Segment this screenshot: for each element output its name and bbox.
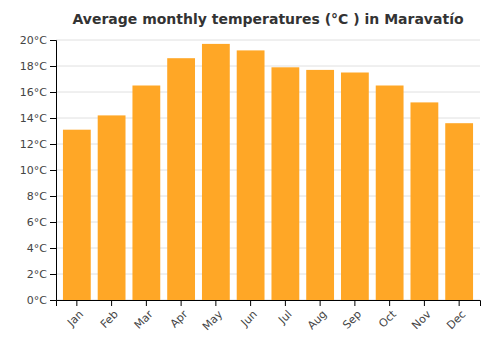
y-tick: 20°C xyxy=(20,34,56,47)
y-tick-mark xyxy=(50,144,56,145)
x-tick-mark xyxy=(111,300,112,306)
y-tick-mark xyxy=(50,274,56,275)
y-axis: 0°C 2°C 4°C 6°C 8°C 10°C 12°C 14°C 16°C 18°C 20°C xyxy=(20,34,57,307)
grid xyxy=(56,40,480,300)
x-tick-mark xyxy=(354,300,355,306)
y-tick-mark xyxy=(50,118,56,119)
y-tick-mark xyxy=(50,40,56,41)
bar xyxy=(202,44,230,300)
grid-line xyxy=(56,92,480,93)
x-tick-label: Mar xyxy=(132,308,156,332)
x-tick-label: Feb xyxy=(98,308,121,331)
x-tick-label: Dec xyxy=(444,308,468,332)
bar xyxy=(167,58,195,300)
y-tick-mark xyxy=(50,92,56,93)
x-tick-mark xyxy=(250,300,251,306)
x-tick-label: Jan xyxy=(64,308,86,330)
y-tick-label: 6°C xyxy=(27,216,47,229)
bar xyxy=(63,130,91,300)
y-tick-label: 14°C xyxy=(20,112,47,125)
x-tick-label: Apr xyxy=(168,308,191,331)
x-tick: Nov xyxy=(409,300,434,332)
y-tick-label: 10°C xyxy=(20,164,47,177)
y-tick: 12°C xyxy=(20,138,56,151)
y-tick-label: 2°C xyxy=(27,268,47,281)
y-tick: 10°C xyxy=(20,164,56,177)
x-tick-mark xyxy=(424,300,425,306)
x-tick-mark xyxy=(459,300,460,306)
x-axis: Jan Feb Mar Apr May Jun Jul Aug Sep Oct Nov Dec xyxy=(57,300,481,333)
y-tick: 4°C xyxy=(27,242,56,255)
x-tick-mark xyxy=(215,300,216,306)
x-tick-mark xyxy=(76,300,77,306)
x-tick: Sep xyxy=(340,300,364,332)
x-tick: Jan xyxy=(64,300,86,330)
chart-svg: 0°C 2°C 4°C 6°C 8°C 10°C 12°C 14°C 16°C 18°C 20°C J… xyxy=(0,0,500,350)
bar xyxy=(445,123,473,300)
y-tick: 0°C xyxy=(27,294,56,307)
bar xyxy=(410,102,438,300)
x-tick: Aug xyxy=(305,300,329,332)
grid-line xyxy=(56,40,480,41)
x-tick-mark xyxy=(181,300,182,306)
plot: 0°C 2°C 4°C 6°C 8°C 10°C 12°C 14°C 16°C 18°C 20°C J… xyxy=(20,34,481,333)
x-tick-mark xyxy=(389,300,390,306)
y-axis-line xyxy=(50,41,57,301)
y-tick-label: 12°C xyxy=(20,138,47,151)
y-tick-label: 20°C xyxy=(20,34,47,47)
x-tick-label: Jul xyxy=(275,308,294,327)
y-tick-label: 18°C xyxy=(20,60,47,73)
y-tick: 18°C xyxy=(20,60,56,73)
x-tick-mark xyxy=(146,300,147,306)
x-tick: Mar xyxy=(132,300,156,332)
x-tick: Apr xyxy=(168,300,191,330)
bar xyxy=(98,115,126,300)
x-tick-mark xyxy=(285,300,286,306)
x-axis-line xyxy=(57,301,481,307)
y-tick-mark xyxy=(50,170,56,171)
y-tick-label: 8°C xyxy=(27,190,47,203)
x-tick: Dec xyxy=(444,300,468,332)
x-tick: Feb xyxy=(98,300,121,331)
bars xyxy=(63,44,473,300)
y-tick: 6°C xyxy=(27,216,56,229)
bar xyxy=(237,50,265,300)
x-tick-label: Aug xyxy=(305,308,329,332)
bar xyxy=(376,86,404,301)
x-tick-label: Sep xyxy=(340,308,364,332)
bar xyxy=(271,67,299,300)
x-tick: Jun xyxy=(238,300,260,330)
x-tick: Oct xyxy=(376,300,399,330)
y-tick-label: 4°C xyxy=(27,242,47,255)
y-tick: 16°C xyxy=(20,86,56,99)
y-tick-mark xyxy=(50,66,56,67)
bar xyxy=(132,86,160,301)
y-tick-label: 16°C xyxy=(20,86,47,99)
bar xyxy=(341,73,369,301)
x-tick-label: May xyxy=(200,308,226,334)
bar xyxy=(306,70,334,300)
x-tick: May xyxy=(200,300,226,333)
grid-line xyxy=(56,66,480,67)
y-tick: 14°C xyxy=(20,112,56,125)
x-tick-mark xyxy=(320,300,321,306)
title: Average monthly temperatures (°C ) in Ma… xyxy=(72,11,463,27)
y-tick-label: 0°C xyxy=(27,294,47,307)
x-tick-label: Nov xyxy=(409,308,434,333)
y-tick-mark xyxy=(50,196,56,197)
chart-container: 0°C 2°C 4°C 6°C 8°C 10°C 12°C 14°C 16°C 18°C 20°C J… xyxy=(0,0,500,350)
y-tick-mark xyxy=(50,300,56,301)
y-tick: 8°C xyxy=(27,190,56,203)
y-tick-mark xyxy=(50,222,56,223)
x-tick: Jul xyxy=(275,300,294,327)
y-tick-mark xyxy=(50,248,56,249)
x-tick-label: Oct xyxy=(376,307,399,330)
y-tick: 2°C xyxy=(27,268,56,281)
x-tick-label: Jun xyxy=(238,308,260,330)
